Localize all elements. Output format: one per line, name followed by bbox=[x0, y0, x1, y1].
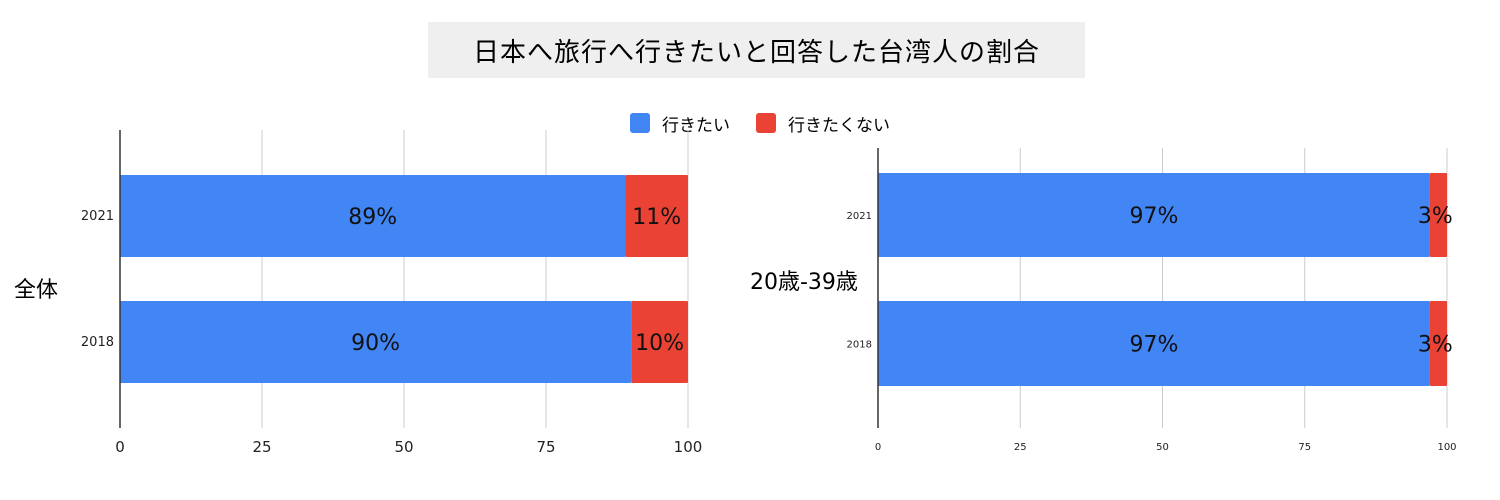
bar-young-2018-s0 bbox=[878, 301, 1430, 386]
group-label-young: 20歳-39歳 bbox=[750, 270, 858, 295]
x-tick-label-young: 25 bbox=[1014, 442, 1027, 453]
bar-young-2021-s0 bbox=[878, 173, 1430, 257]
x-tick-label-overall: 100 bbox=[674, 438, 703, 456]
data-label-young-2021-s0: 97% bbox=[1130, 204, 1179, 229]
bar-overall-2021-s0 bbox=[120, 175, 626, 257]
x-tick-label-young: 75 bbox=[1298, 442, 1311, 453]
data-label-young-2021-s1: 3% bbox=[1418, 204, 1453, 229]
chart-title-box: 日本へ旅行へ行きたいと回答した台湾人の割合 bbox=[428, 22, 1085, 78]
legend-label-want: 行きたい bbox=[662, 115, 730, 136]
data-label-overall-2018-s0: 90% bbox=[351, 331, 400, 356]
bar-overall-2018-s0 bbox=[120, 301, 632, 383]
x-tick-label-young: 50 bbox=[1156, 442, 1169, 453]
data-label-overall-2018-s1: 10% bbox=[635, 331, 684, 356]
legend-swatch-not-want bbox=[756, 113, 776, 133]
data-label-overall-2021-s1: 11% bbox=[632, 205, 681, 230]
x-tick-label-overall: 50 bbox=[394, 438, 413, 456]
chart-title: 日本へ旅行へ行きたいと回答した台湾人の割合 bbox=[472, 37, 1040, 68]
x-tick-label-young: 100 bbox=[1437, 442, 1456, 453]
data-label-young-2018-s0: 97% bbox=[1130, 333, 1179, 358]
legend-item-want: 行きたい bbox=[630, 111, 730, 136]
legend: 行きたい 行きたくない bbox=[630, 110, 916, 136]
category-label-overall-2021: 2021 bbox=[81, 209, 114, 224]
x-tick-label-young: 0 bbox=[875, 442, 881, 453]
bar-young-2018-s1 bbox=[1429, 301, 1447, 386]
group-label-overall: 全体 bbox=[14, 278, 59, 303]
category-label-young-2021: 2021 bbox=[847, 211, 872, 222]
x-tick-label-overall: 25 bbox=[252, 438, 271, 456]
x-tick-label-overall: 0 bbox=[115, 438, 125, 456]
category-label-overall-2018: 2018 bbox=[81, 335, 114, 350]
legend-swatch-want bbox=[630, 113, 650, 133]
legend-item-not-want: 行きたくない bbox=[756, 111, 890, 136]
bar-overall-2018-s1 bbox=[631, 301, 688, 383]
bar-overall-2021-s1 bbox=[625, 175, 688, 257]
data-label-overall-2021-s0: 89% bbox=[348, 205, 397, 230]
legend-label-not-want: 行きたくない bbox=[788, 115, 890, 136]
data-label-young-2018-s1: 3% bbox=[1418, 333, 1453, 358]
category-label-young-2018: 2018 bbox=[847, 340, 872, 351]
bar-young-2021-s1 bbox=[1429, 173, 1447, 257]
x-tick-label-overall: 75 bbox=[536, 438, 555, 456]
